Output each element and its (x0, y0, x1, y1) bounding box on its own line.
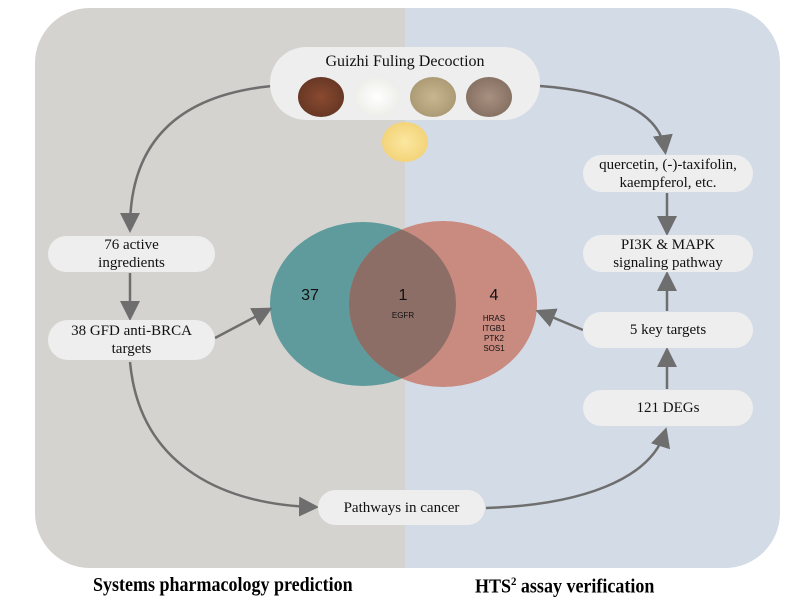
hts-superscript: 2 (511, 574, 517, 588)
arrow-targets-to-pathways (128, 361, 319, 517)
herb-4-image (466, 77, 512, 117)
herb-5-image (382, 122, 428, 162)
venn-overlap-gene: EGFR (391, 311, 415, 320)
venn-overlap-count: 1 (398, 287, 408, 304)
venn-right-count: 4 (489, 287, 499, 304)
compounds-label: quercetin, (-)-taxifolin, kaempferol, et… (599, 156, 737, 191)
arrow-decoction-to-compounds (539, 84, 673, 155)
ingredients-label: 76 active ingredients (98, 237, 165, 271)
gene-ptk2: PTK2 (483, 334, 504, 343)
compounds-box: quercetin, (-)-taxifolin, kaempferol, et… (583, 155, 753, 192)
arrow-pathways-to-degs (485, 427, 671, 510)
hts-text: HTS (475, 575, 512, 598)
assay-text: assay verification (516, 575, 655, 598)
herb-3-image (410, 77, 456, 117)
herb-2-image (354, 77, 400, 117)
footer-right-title: HTS2 assay verification (475, 574, 654, 599)
venn-left-count: 37 (301, 287, 319, 304)
targets-label: 38 GFD anti-BRCA targets (71, 323, 192, 357)
decoction-box: Guizhi Fuling Decoction (270, 47, 540, 162)
venn-overlap (349, 222, 456, 386)
pathway-box: PI3K & MAPK signaling pathway (583, 235, 753, 272)
degs-label: 121 DEGs (636, 400, 700, 416)
pathway-label: PI3K & MAPK signaling pathway (613, 236, 723, 271)
targets-box: 38 GFD anti-BRCA targets (48, 320, 215, 360)
arrow-targets-to-venn (214, 307, 273, 340)
arrow-keytargets-to-venn (535, 308, 584, 332)
footer-left-title: Systems pharmacology prediction (93, 574, 353, 596)
gene-hras: HRAS (482, 314, 506, 323)
key-targets-box: 5 key targets (583, 312, 753, 348)
gene-itgb1: ITGB1 (482, 324, 506, 333)
pathways-cancer-box: Pathways in cancer (318, 490, 485, 525)
degs-box: 121 DEGs (583, 390, 753, 426)
venn-right-genes: HRAS ITGB1 PTK2 SOS1 (474, 314, 514, 354)
pathways-cancer-label: Pathways in cancer (343, 499, 460, 516)
gene-sos1: SOS1 (483, 344, 505, 353)
decoction-title: Guizhi Fuling Decoction (325, 53, 485, 70)
herb-1-image (298, 77, 344, 117)
ingredients-box: 76 active ingredients (48, 236, 215, 272)
herb-images (270, 77, 540, 167)
arrow-decoction-to-ingredients (120, 84, 273, 233)
key-targets-label: 5 key targets (629, 322, 707, 338)
